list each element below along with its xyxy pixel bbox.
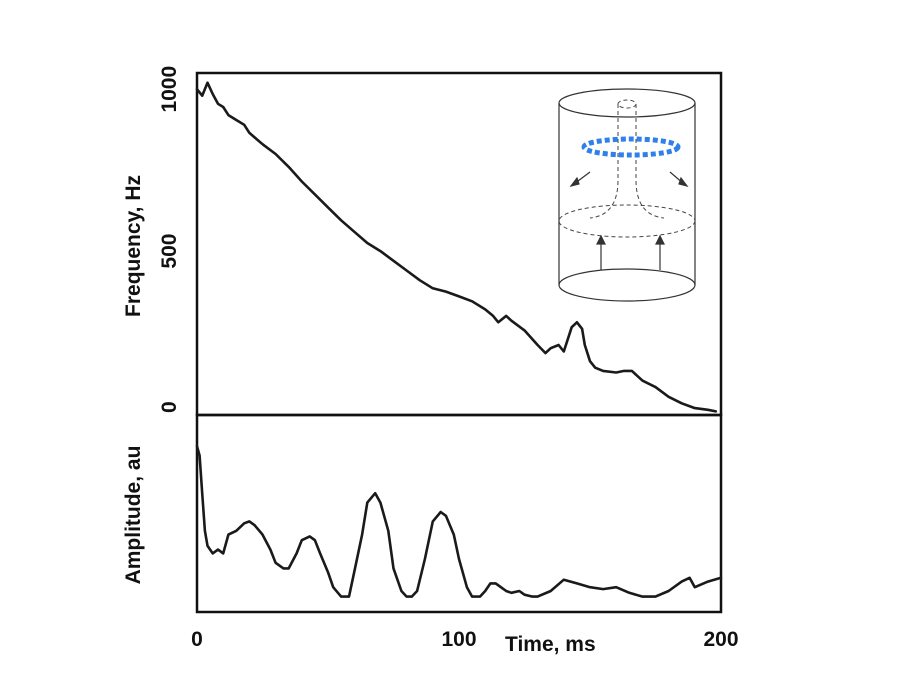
frequency-tick-label: 0: [158, 401, 181, 413]
time-tick-label: 200: [703, 628, 738, 651]
time-tick-label: 0: [191, 628, 203, 651]
amplitude-axis-title: Amplitude, au: [122, 446, 145, 585]
frequency-tick-labels: 0 500 1000: [158, 66, 181, 413]
frequency-tick-label: 500: [158, 234, 181, 269]
time-tick-label: 100: [441, 628, 476, 651]
bottom-panel-frame: [195, 413, 723, 614]
frequency-axis-title: Frequency, Hz: [122, 175, 145, 317]
time-axis-title: Time, ms: [505, 633, 596, 656]
frequency-tick-label: 1000: [158, 66, 181, 113]
time-tick-labels: 0 100 200: [191, 628, 738, 651]
inset-vortex-diagram: [553, 82, 705, 308]
frequency-series-line: [195, 81, 718, 413]
amplitude-series-line: [195, 444, 723, 598]
